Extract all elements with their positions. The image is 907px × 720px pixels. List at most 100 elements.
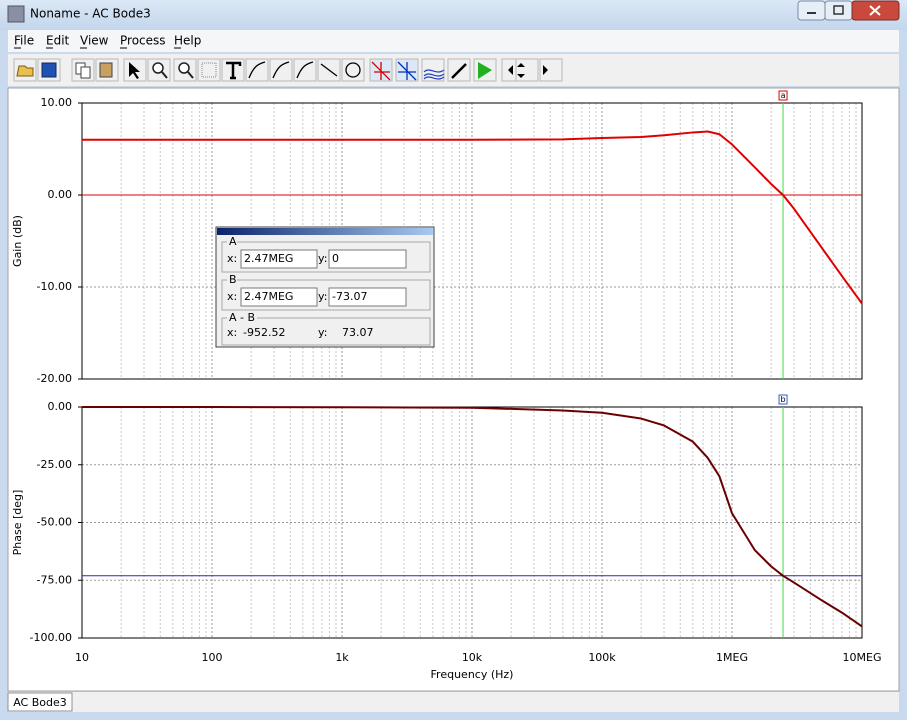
cursor-marker-label: a	[781, 91, 786, 100]
menu-item[interactable]: View	[80, 34, 109, 48]
window-controls	[797, 0, 900, 21]
x-label: x:	[227, 290, 237, 303]
menu-bar	[8, 30, 899, 52]
toolbar-icon	[152, 62, 164, 74]
y-tick-label: 0.00	[48, 400, 73, 413]
x-axis-label: Frequency (Hz)	[431, 668, 514, 681]
toolbar-buttons	[13, 58, 563, 82]
y-value: 0	[332, 252, 339, 265]
title-bar	[0, 0, 907, 30]
y-label: y:	[318, 326, 327, 339]
x-value: 2.47MEG	[244, 252, 293, 265]
menu-item[interactable]: Help	[174, 34, 201, 48]
chart: 10 100 1k 10k 100k 1MEG 10MEG 0.00 -25.00 -50.00 -…	[11, 394, 882, 681]
window-title: Noname - AC Bode3	[30, 7, 151, 21]
panel-frame	[215, 226, 435, 348]
y-tick-label: 0.00	[48, 188, 73, 201]
maximize-button[interactable]	[824, 0, 853, 21]
toolbar-icon	[296, 61, 314, 79]
app-icon	[7, 5, 25, 23]
y-tick-label: 10.00	[41, 96, 73, 109]
minimize-button[interactable]	[797, 0, 826, 21]
toolbar-icon	[478, 62, 492, 79]
group-label: A - B	[229, 311, 255, 324]
toolbar-button[interactable]	[515, 58, 539, 82]
menu-item[interactable]: Process	[120, 34, 166, 48]
panel-group	[221, 317, 431, 346]
cursor-marker[interactable]	[778, 90, 788, 101]
close-glyph	[869, 5, 881, 16]
x-tick-label: 100k	[588, 651, 616, 664]
series-line	[82, 130, 863, 305]
y-input[interactable]	[328, 249, 407, 269]
y-tick-label: -20.00	[37, 372, 72, 385]
y-axis-label: Gain (dB)	[11, 215, 24, 267]
tab-label: AC Bode3	[13, 696, 67, 709]
cursor-marker-label: b	[781, 395, 786, 404]
menu-item[interactable]: File	[14, 34, 34, 48]
plot-area	[7, 87, 900, 692]
toolbar-icon	[201, 62, 217, 78]
y-axis-label: Phase [deg]	[11, 490, 24, 556]
toolbar-icon	[80, 66, 91, 79]
group-label-bg	[227, 275, 237, 285]
tab-bar	[8, 692, 899, 712]
toolbar-button[interactable]	[269, 58, 293, 82]
x-tick-label: 1k	[335, 651, 349, 664]
y-value: 73.07	[342, 326, 374, 339]
toolbar-icon	[423, 69, 445, 80]
menu-item[interactable]: Edit	[46, 34, 70, 48]
toolbar-icon	[508, 63, 548, 78]
cursor-marker[interactable]	[778, 394, 788, 405]
toolbar-icon	[99, 62, 113, 78]
toolbar-icon	[178, 62, 190, 74]
toolbar-icon	[397, 61, 417, 81]
panel-group	[221, 241, 431, 273]
toolbar-icon	[16, 65, 34, 77]
x-tick-label: 10MEG	[843, 651, 882, 664]
maximize-glyph	[833, 5, 844, 15]
x-value: -952.52	[243, 326, 285, 339]
x-input[interactable]	[240, 287, 318, 307]
toolbar-icon	[371, 61, 391, 81]
toolbar-icon	[451, 63, 467, 79]
toolbar-icon	[129, 62, 140, 79]
toolbar-icon	[226, 61, 242, 80]
panel-titlebar[interactable]	[217, 228, 433, 235]
x-tick-label: 10k	[462, 651, 483, 664]
group-label: B	[229, 273, 237, 286]
toolbar-icon	[345, 62, 361, 78]
y-tick-label: -100.00	[30, 631, 72, 644]
panel-group	[221, 279, 431, 311]
x-tick-label: 1MEG	[716, 651, 748, 664]
toolbar-icon	[272, 61, 290, 79]
y-label: y:	[318, 290, 327, 303]
x-label: x:	[227, 252, 237, 265]
toolbar-icon	[320, 63, 338, 77]
toolbar-icon	[187, 71, 194, 79]
toolbar-button[interactable]	[539, 58, 563, 82]
x-tick-label: 10	[75, 651, 89, 664]
x-tick-label: 100	[202, 651, 223, 664]
y-label: y:	[318, 252, 327, 265]
y-value: -73.07	[332, 290, 367, 303]
tab[interactable]	[7, 692, 73, 712]
group-label-bg	[227, 237, 237, 247]
toolbar-button[interactable]	[197, 58, 221, 82]
toolbar-icon	[161, 71, 168, 79]
plot-frame	[81, 102, 863, 380]
y-tick-label: -50.00	[37, 516, 72, 529]
y-input[interactable]	[328, 287, 407, 307]
group-label: A	[229, 235, 237, 248]
y-tick-label: -10.00	[37, 280, 72, 293]
toolbar-icon	[248, 61, 266, 79]
toolbar-button[interactable]	[245, 58, 269, 82]
x-input[interactable]	[240, 249, 318, 269]
x-value: 2.47MEG	[244, 290, 293, 303]
toolbar-button[interactable]	[293, 58, 317, 82]
y-tick-label: -75.00	[37, 573, 72, 586]
toolbar-button[interactable]	[341, 58, 365, 82]
y-tick-label: -25.00	[37, 458, 72, 471]
x-label: x:	[227, 326, 237, 339]
